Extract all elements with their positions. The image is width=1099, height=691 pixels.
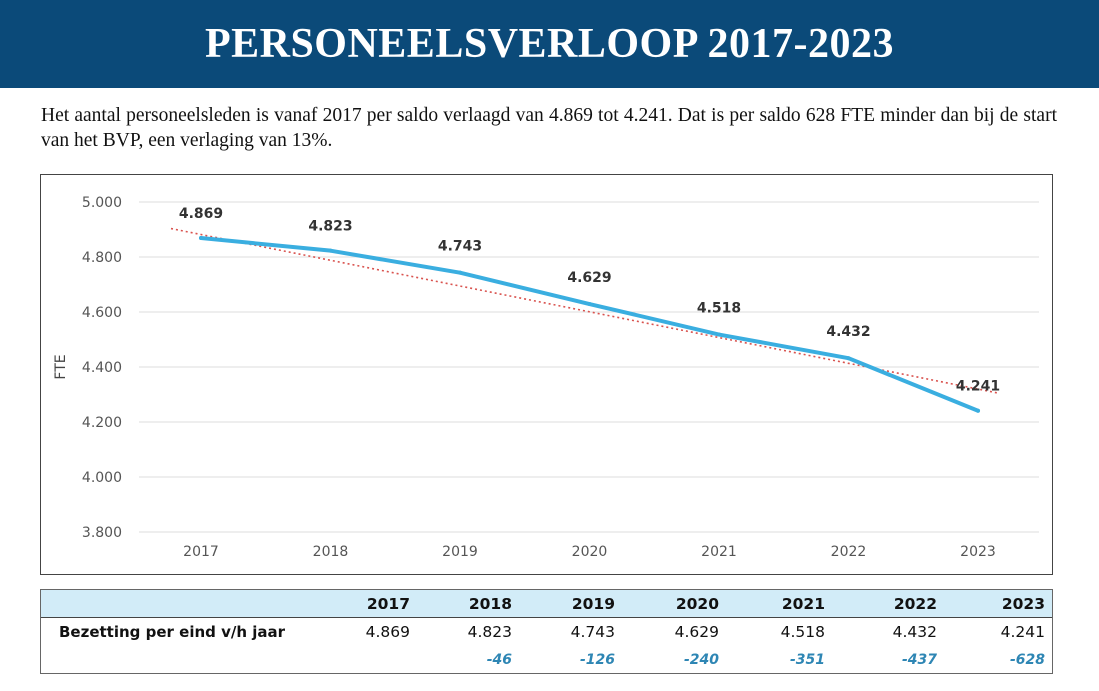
data-label: 4.241: [956, 379, 1000, 395]
table-delta-row: -46 -126 -240 -351 -437 -628: [41, 646, 1052, 673]
table-value-cell: 4.432: [892, 623, 937, 641]
y-tick-label: 4.000: [82, 470, 122, 486]
data-label: 4.432: [826, 324, 870, 340]
data-label: 4.869: [179, 206, 223, 222]
x-tick-label: 2023: [960, 544, 996, 560]
x-tick-label: 2020: [572, 544, 608, 560]
y-tick-label: 3.800: [82, 525, 122, 541]
y-tick-label: 4.600: [82, 305, 122, 321]
table-value-cell: 4.869: [365, 623, 410, 641]
x-tick-label: 2019: [442, 544, 478, 560]
table-delta-cell: -351: [789, 651, 825, 668]
data-point: [717, 332, 721, 337]
table-value-cell: 4.743: [570, 623, 615, 641]
table-year-header: 2017: [366, 594, 410, 613]
table-year-header: 2019: [571, 594, 615, 613]
table-value-cell: 4.241: [1000, 623, 1045, 641]
x-tick-label: 2022: [831, 544, 867, 560]
data-label: 4.518: [697, 301, 741, 317]
y-tick-label: 4.800: [82, 250, 122, 266]
data-point: [846, 356, 851, 361]
x-tick-label: 2017: [183, 544, 219, 560]
trend-line: [170, 227, 999, 394]
data-table: 2017 2018 2019 2020 2021 2022 2023 Bezetting p…: [40, 589, 1053, 674]
chart-container: 5.000 4.800 4.600 4.400 4.200 4.000 3.800 FTE 20…: [40, 174, 1053, 575]
x-tick-label: 2018: [313, 544, 349, 560]
data-point: [199, 236, 203, 241]
page-title: PERSONEELSVERLOOP 2017-2023: [204, 21, 895, 67]
table-year-header: 2020: [675, 594, 719, 613]
y-axis-label: FTE: [53, 354, 69, 379]
x-tick-label: 2021: [701, 544, 737, 560]
table-delta-cell: -240: [683, 651, 719, 668]
table-delta-cell: -46: [486, 651, 512, 668]
intro-paragraph: Het aantal personeelsleden is vanaf 2017…: [41, 105, 1057, 151]
data-point: [976, 408, 980, 413]
data-point: [587, 302, 592, 307]
table-delta-cell: -628: [1009, 651, 1045, 668]
title-banner: PERSONEELSVERLOOP 2017-2023: [0, 0, 1099, 88]
table-year-header: 2018: [468, 594, 512, 613]
data-point: [328, 248, 333, 253]
y-tick-label: 4.400: [82, 360, 122, 376]
table-delta-cell: -126: [579, 651, 615, 668]
data-label: 4.629: [567, 270, 611, 286]
table-value-cell: 4.629: [674, 623, 719, 641]
data-label: 4.823: [308, 219, 352, 235]
table-year-header: 2022: [893, 594, 937, 613]
table-year-header: 2021: [781, 594, 825, 613]
line-chart: 5.000 4.800 4.600 4.400 4.200 4.000 3.800 FTE 20…: [53, 195, 1039, 560]
data-label: 4.743: [438, 239, 482, 255]
table-value-row: Bezetting per eind v/h jaar 4.869 4.823 4.…: [41, 618, 1052, 646]
y-tick-label: 5.000: [82, 195, 122, 211]
table-delta-cell: -437: [901, 651, 937, 668]
table-header-row: 2017 2018 2019 2020 2021 2022 2023: [41, 590, 1052, 618]
table-value-cell: 4.518: [780, 623, 825, 641]
table-year-header: 2023: [1001, 594, 1045, 613]
table-row-label: Bezetting per eind v/h jaar: [59, 623, 286, 641]
data-point: [458, 270, 462, 275]
table-value-cell: 4.823: [467, 623, 512, 641]
table-delta-cell: [320, 646, 410, 673]
y-tick-label: 4.200: [82, 415, 122, 431]
